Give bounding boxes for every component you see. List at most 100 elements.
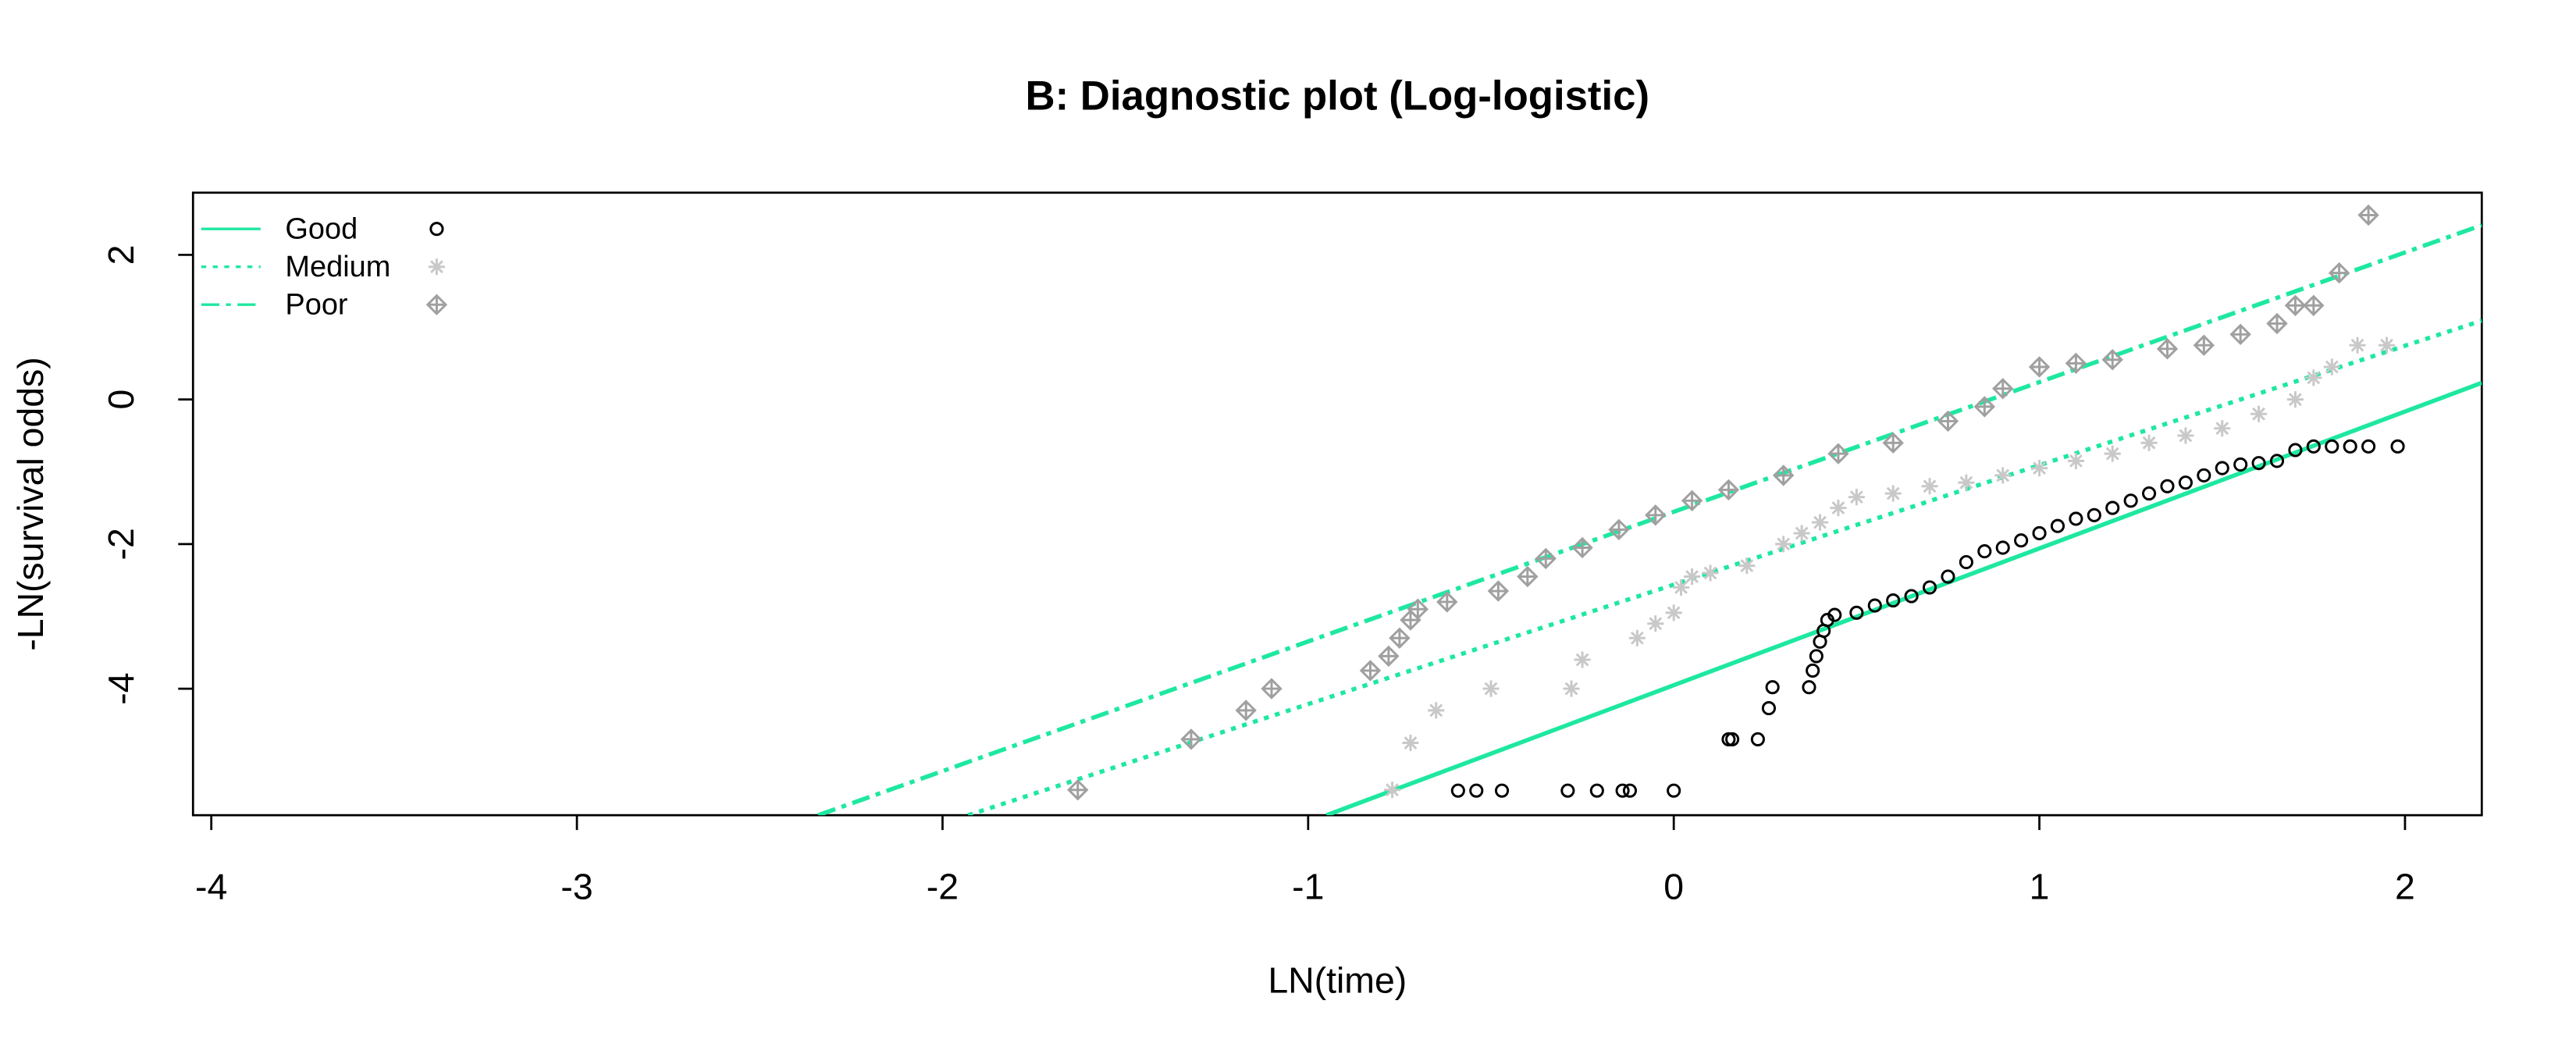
point [1647,615,1664,632]
point [1428,702,1445,719]
marker-diamond [1717,479,1740,501]
point [2343,439,2357,454]
marker-circle [1922,580,1937,595]
marker-diamond [2156,338,2179,360]
point [1622,783,1638,798]
point [2067,452,2084,469]
marker-circle [2050,518,2065,533]
marker-circle [1622,783,1638,798]
marker-diamond [2028,356,2051,378]
point [2229,323,2251,345]
point [1494,783,1510,798]
point [1867,598,1882,613]
point [2156,338,2179,360]
marker-diamond [1436,591,1458,613]
point [1830,500,1847,517]
point [2177,427,2194,444]
marker-stroke [1630,631,1644,645]
point [2065,352,2087,375]
marker-diamond [1973,396,1995,418]
marker-circle [2306,439,2321,454]
marker-circle [2233,457,2248,472]
x-tick-label: 1 [2030,866,2050,906]
marker-stroke [1667,606,1681,620]
marker-circle [1469,783,1484,798]
point [1667,783,1681,798]
point [1487,580,1510,602]
point [2361,439,2376,454]
point [1775,536,1792,553]
marker-circle [2087,507,2101,522]
point [1761,701,1777,716]
marker-stroke [1795,526,1809,540]
point [2087,507,2101,522]
point [2123,493,2138,508]
point [1806,663,1820,678]
marker-diamond [2229,323,2251,345]
point [2323,358,2340,376]
marker-diamond [1359,660,1382,682]
marker-circle [2390,439,2405,454]
marker-circle [2325,439,2339,454]
point [1673,579,1690,596]
point [2101,349,2123,371]
point [1378,645,1400,668]
legend-label: Poor [285,288,348,321]
point [2032,525,2047,541]
plot-frame [191,191,2483,817]
point [2031,460,2048,477]
marker-stroke [2307,371,2321,385]
marker-diamond [1937,410,1959,433]
marker-stroke [1649,617,1663,631]
marker-diamond [1261,678,1283,700]
point [2303,294,2325,316]
fit-line [967,319,2482,816]
marker-stroke [1386,783,1399,797]
point [1482,680,1500,697]
point [2197,468,2211,482]
marker-circle [1450,783,1465,798]
point [1773,465,1795,486]
point [1886,593,1901,608]
point [1571,536,1593,559]
point [1261,678,1283,700]
point [2328,262,2350,284]
point [1884,485,1902,502]
point [1882,432,1904,454]
point [2178,475,2193,490]
marker-diamond [1407,598,1429,620]
marker-diamond [1535,547,1557,570]
point [1921,478,1938,495]
point [2284,294,2307,316]
marker-stroke [2179,429,2193,443]
marker-diamond [425,294,448,315]
y-tick-label: 0 [101,390,141,410]
marker-diamond [1608,518,1630,541]
point [2269,454,2285,468]
point [1994,467,2012,484]
marker-circle [1589,783,1604,798]
marker-circle [1941,569,1955,584]
marker-circle [1765,680,1780,695]
point [2215,461,2229,475]
marker-stroke [2033,461,2046,475]
marker-stroke [1564,682,1578,696]
marker-stroke [2105,447,2119,461]
marker-diamond [1681,490,1703,511]
marker-circle [2069,511,2083,526]
point [1589,783,1604,798]
x-tick-label: -2 [927,866,959,906]
point [1941,569,1955,584]
point [1645,504,1667,526]
point [2266,312,2288,335]
marker-diamond [1773,465,1795,486]
point [1848,489,1865,506]
marker-circle [2105,500,2120,515]
marker-circle [429,222,444,237]
marker-circle [2160,479,2175,493]
marker-circle [1827,607,1842,622]
marker-circle [1995,540,2010,555]
point [1535,547,1557,570]
